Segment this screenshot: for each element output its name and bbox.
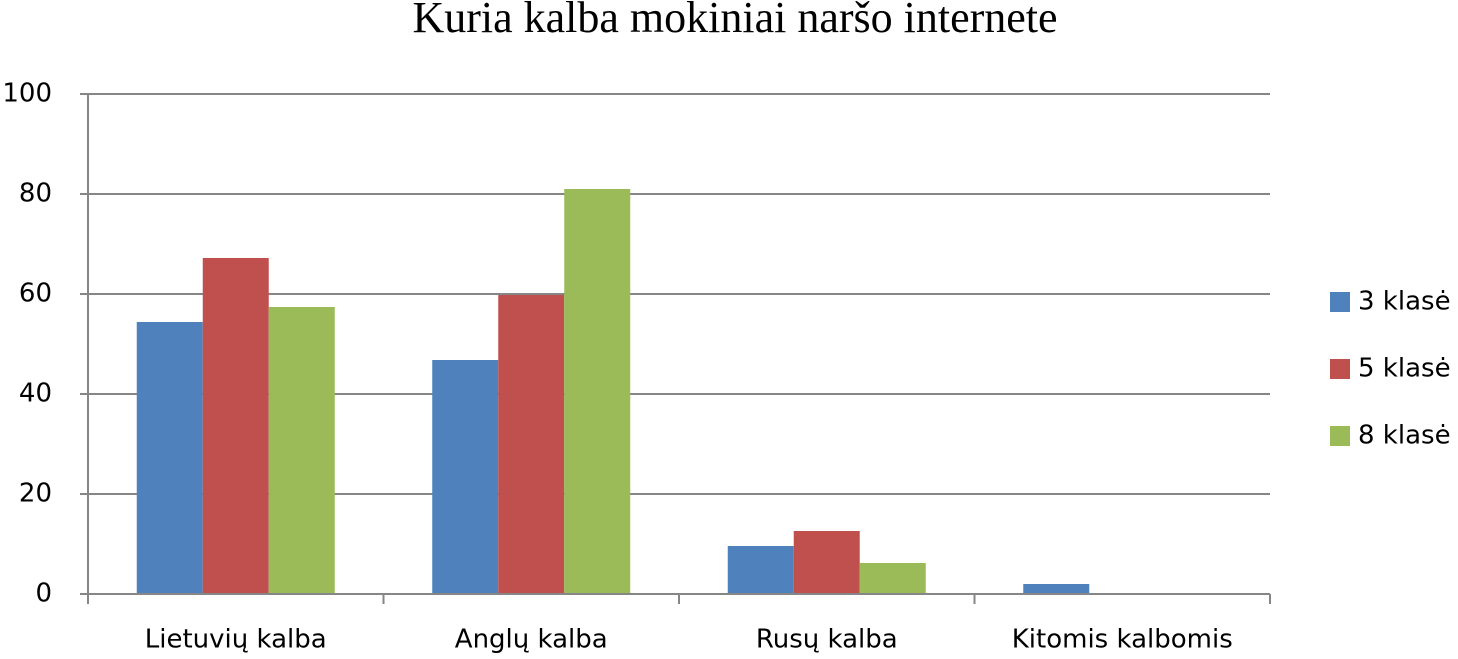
legend-label: 3 klasė xyxy=(1358,287,1451,317)
y-tick-label: 100 xyxy=(2,79,52,109)
x-tick-label: Anglų kalba xyxy=(455,625,608,655)
y-tick-label: 20 xyxy=(19,479,52,509)
bar xyxy=(268,307,335,594)
legend-label: 5 klasė xyxy=(1358,354,1451,384)
legend-swatch xyxy=(1330,359,1350,379)
y-tick-label: 80 xyxy=(19,179,52,209)
y-tick-label: 40 xyxy=(19,379,52,409)
x-tick-label: Lietuvių kalba xyxy=(145,625,327,655)
bar xyxy=(498,295,565,594)
bar xyxy=(202,258,269,594)
bar xyxy=(564,189,631,594)
y-tick-label: 0 xyxy=(35,579,52,609)
legend-label: 8 klasė xyxy=(1358,421,1451,451)
bar xyxy=(432,360,499,594)
bar xyxy=(1023,584,1090,594)
bar xyxy=(136,322,203,594)
bar xyxy=(793,531,860,594)
chart-title: Kuria kalba mokiniai naršo internete xyxy=(412,0,1057,42)
legend-swatch xyxy=(1330,426,1350,446)
bar xyxy=(727,546,794,594)
bar xyxy=(859,563,926,594)
legend-swatch xyxy=(1330,292,1350,312)
y-tick-label: 60 xyxy=(19,279,52,309)
x-tick-label: Rusų kalba xyxy=(756,625,898,655)
x-tick-label: Kitomis kalbomis xyxy=(1012,625,1233,655)
